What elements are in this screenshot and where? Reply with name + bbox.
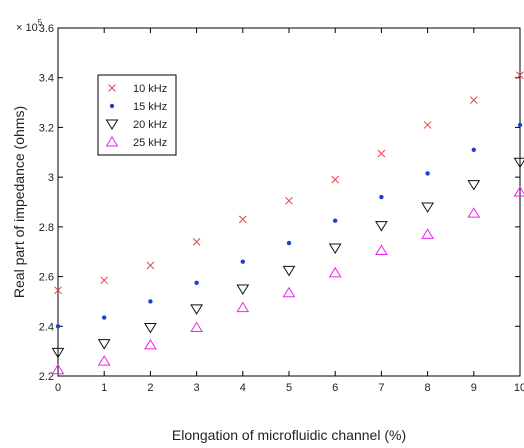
legend-marker bbox=[105, 136, 119, 147]
data-point bbox=[333, 218, 338, 223]
data-point bbox=[513, 157, 524, 169]
series-1 bbox=[55, 122, 523, 329]
series-0 bbox=[54, 71, 524, 295]
x-tick-label: 2 bbox=[147, 382, 153, 394]
data-point bbox=[146, 261, 155, 270]
x-tick-label: 0 bbox=[55, 382, 61, 394]
series-3 bbox=[51, 186, 524, 375]
data-point bbox=[144, 338, 157, 350]
data-point bbox=[377, 149, 386, 158]
x-tick-label: 1 bbox=[101, 382, 107, 394]
y-axis-label: Real part of impedance (ohms) bbox=[11, 106, 27, 298]
data-point bbox=[51, 363, 65, 375]
legend-item: 10 kHz bbox=[108, 83, 167, 95]
x-tick-label: 10 bbox=[514, 382, 524, 394]
legend-item: 15 kHz bbox=[109, 101, 167, 113]
series-2 bbox=[51, 157, 524, 359]
data-point bbox=[421, 228, 434, 239]
y-tick-label: 3.4 bbox=[39, 73, 54, 85]
data-point bbox=[190, 304, 203, 315]
legend-item: 25 kHz bbox=[105, 136, 167, 149]
data-point bbox=[54, 286, 62, 295]
data-point bbox=[471, 147, 476, 152]
data-point bbox=[379, 194, 384, 200]
data-point bbox=[467, 207, 481, 218]
data-point bbox=[148, 299, 153, 304]
data-points bbox=[51, 71, 524, 375]
data-point bbox=[97, 355, 111, 366]
x-axis-label: Elongation of microfluidic channel (%) bbox=[172, 427, 406, 443]
y-multiplier: × 105 bbox=[16, 18, 43, 34]
x-axis: 0 1 2 3 4 5 6 7 8 9 10 bbox=[55, 28, 524, 394]
data-point bbox=[240, 259, 245, 264]
y-tick-label: 3 bbox=[48, 172, 54, 184]
legend: 10 kHz 15 kHz 20 kHz 25 kHz bbox=[97, 74, 177, 156]
data-point bbox=[328, 266, 342, 278]
x-tick-label: 3 bbox=[194, 382, 200, 394]
x-tick-label: 9 bbox=[471, 382, 477, 394]
data-point bbox=[194, 280, 199, 285]
legend-label: 15 kHz bbox=[133, 101, 167, 113]
data-point bbox=[285, 196, 293, 205]
y-tick-label: 3.2 bbox=[39, 122, 54, 134]
data-point bbox=[425, 171, 430, 176]
data-point bbox=[513, 186, 524, 197]
y-tick-label: 2.2 bbox=[39, 371, 54, 383]
legend-marker bbox=[108, 84, 116, 92]
data-point bbox=[375, 244, 388, 255]
data-point bbox=[423, 121, 432, 129]
data-point bbox=[192, 237, 201, 246]
legend-label: 25 kHz bbox=[133, 137, 167, 149]
data-point bbox=[97, 339, 111, 350]
legend-label: 20 kHz bbox=[133, 119, 167, 131]
data-point bbox=[282, 286, 296, 298]
data-point bbox=[286, 240, 292, 246]
data-point bbox=[328, 243, 342, 254]
data-point bbox=[375, 221, 388, 232]
data-point bbox=[517, 122, 523, 128]
data-point bbox=[236, 301, 250, 313]
x-tick-label: 6 bbox=[332, 382, 338, 394]
data-point bbox=[516, 71, 524, 80]
data-point bbox=[190, 321, 203, 333]
data-point bbox=[421, 202, 434, 213]
y-tick-label: 3.6 bbox=[39, 23, 54, 35]
data-point bbox=[467, 180, 481, 191]
x-tick-label: 5 bbox=[286, 382, 292, 394]
x-tick-label: 7 bbox=[378, 382, 384, 394]
legend-label: 10 kHz bbox=[133, 83, 167, 95]
legend-marker bbox=[105, 119, 119, 130]
y-axis: 2.2 2.4 2.6 2.8 3 3.2 3.4 3.6 bbox=[39, 23, 520, 383]
data-point bbox=[331, 175, 340, 184]
data-point bbox=[238, 215, 247, 224]
x-tick-label: 4 bbox=[240, 382, 246, 394]
y-tick-label: 2.4 bbox=[39, 321, 54, 333]
data-point bbox=[469, 96, 478, 104]
data-point bbox=[55, 324, 61, 329]
data-point bbox=[236, 284, 250, 295]
y-tick-label: 2.6 bbox=[39, 272, 54, 284]
data-point bbox=[102, 315, 107, 320]
data-point bbox=[51, 347, 65, 359]
x-tick-label: 8 bbox=[425, 382, 431, 394]
legend-marker bbox=[109, 103, 115, 109]
legend-item: 20 kHz bbox=[105, 119, 167, 131]
data-point bbox=[100, 276, 109, 285]
data-point bbox=[282, 265, 296, 277]
data-point bbox=[144, 323, 157, 334]
y-tick-label: 2.8 bbox=[39, 222, 54, 234]
